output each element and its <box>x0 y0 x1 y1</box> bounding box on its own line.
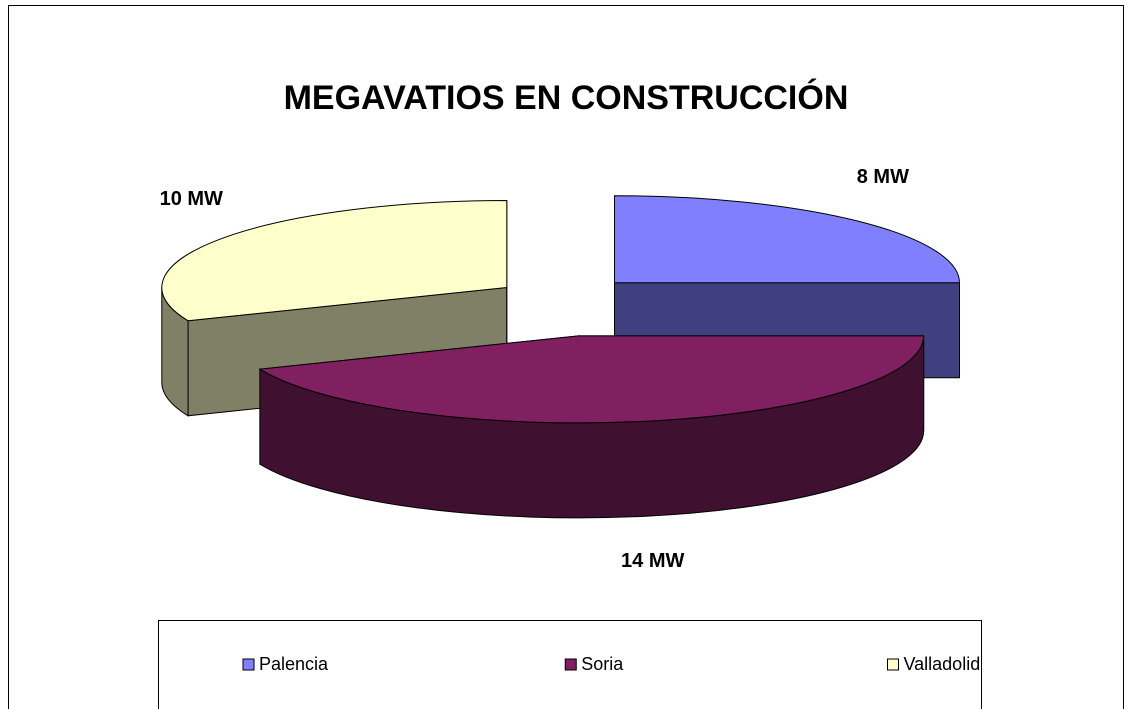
slice-top <box>613 195 960 284</box>
chart-title: MEGAVATIOS EN CONSTRUCCIÓN <box>284 79 849 117</box>
slice-top <box>258 335 925 424</box>
value-label: 8 MW <box>857 166 909 188</box>
legend-swatch <box>564 658 577 671</box>
legend-label: Valladolid <box>903 654 980 674</box>
value-label: 14 MW <box>621 550 684 572</box>
slice-top <box>161 199 508 322</box>
legend-label: Soria <box>581 654 624 674</box>
value-label: 10 MW <box>160 188 223 210</box>
legend-swatch <box>242 658 255 671</box>
legend-label: Palencia <box>259 654 329 674</box>
legend-swatch <box>886 658 899 671</box>
